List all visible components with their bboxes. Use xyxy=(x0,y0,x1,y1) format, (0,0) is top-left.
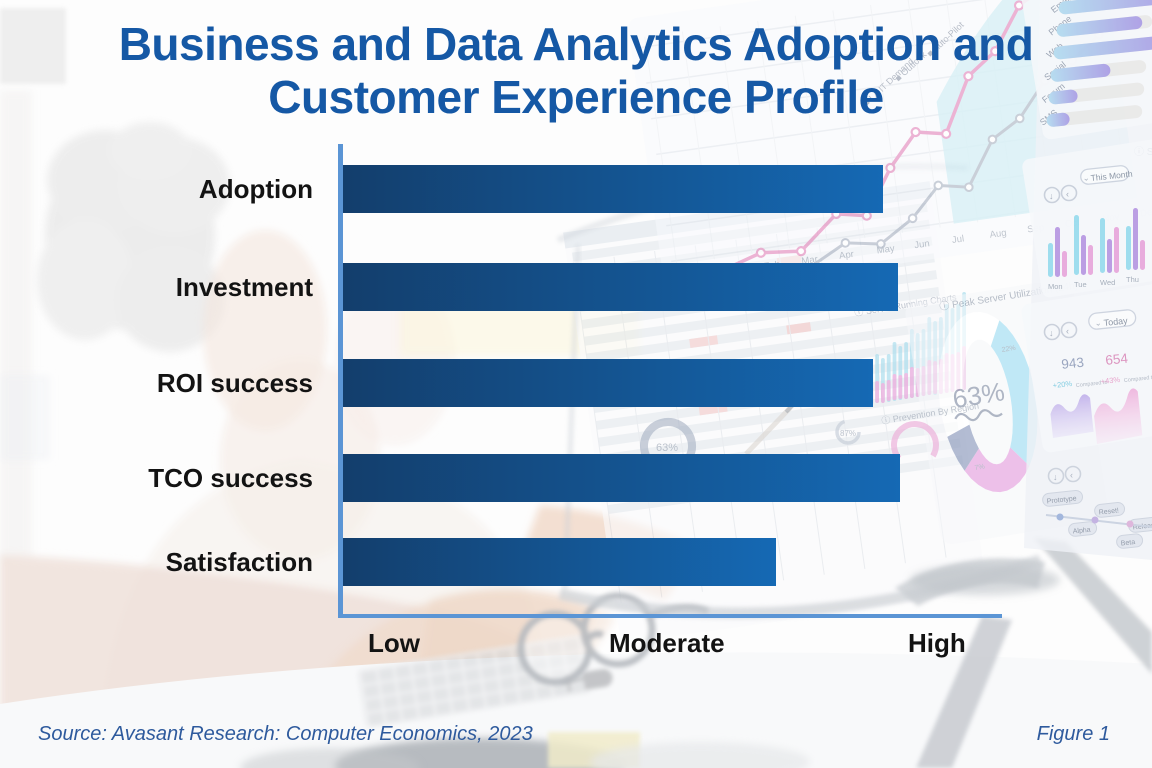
svg-text:Jun: Jun xyxy=(914,238,931,251)
svg-text:Reset!: Reset! xyxy=(1098,507,1119,516)
svg-text:‹: ‹ xyxy=(1070,470,1073,480)
svg-text:Compared to: Compared to xyxy=(1124,375,1152,384)
svg-text:Beta: Beta xyxy=(1120,539,1135,547)
svg-text:Apr: Apr xyxy=(838,249,854,262)
svg-text:Today: Today xyxy=(1103,315,1128,328)
svg-text:Thu: Thu xyxy=(1126,275,1139,284)
svg-text:Prototype: Prototype xyxy=(1046,495,1077,505)
svg-text:‹: ‹ xyxy=(1066,189,1069,199)
svg-text:↓: ↓ xyxy=(1049,328,1054,338)
svg-text:⌄: ⌄ xyxy=(1082,173,1090,183)
svg-text:↓: ↓ xyxy=(1049,191,1054,201)
svg-text:May: May xyxy=(876,243,896,256)
svg-text:7%: 7% xyxy=(974,463,985,471)
svg-text:Aug: Aug xyxy=(989,227,1007,240)
svg-text:22%: 22% xyxy=(1001,345,1016,354)
svg-text:‹: ‹ xyxy=(1066,326,1069,336)
svg-text:Jul: Jul xyxy=(951,233,965,246)
svg-text:⌄: ⌄ xyxy=(1094,318,1102,328)
svg-text:↓: ↓ xyxy=(1053,472,1058,482)
svg-text:This Month: This Month xyxy=(1090,169,1133,183)
svg-text:+20%: +20% xyxy=(1052,379,1073,390)
svg-text:Alpha: Alpha xyxy=(1072,527,1091,536)
svg-text:63%: 63% xyxy=(656,442,678,454)
svg-text:+43%: +43% xyxy=(1100,375,1121,386)
svg-text:Tue: Tue xyxy=(1074,280,1087,289)
svg-text:Wed: Wed xyxy=(1100,278,1115,287)
svg-text:943: 943 xyxy=(1061,355,1085,372)
svg-text:654: 654 xyxy=(1105,351,1129,368)
svg-text:87%: 87% xyxy=(840,429,856,438)
svg-text:Compared to: Compared to xyxy=(1076,380,1108,389)
svg-text:Mon: Mon xyxy=(1048,282,1063,291)
